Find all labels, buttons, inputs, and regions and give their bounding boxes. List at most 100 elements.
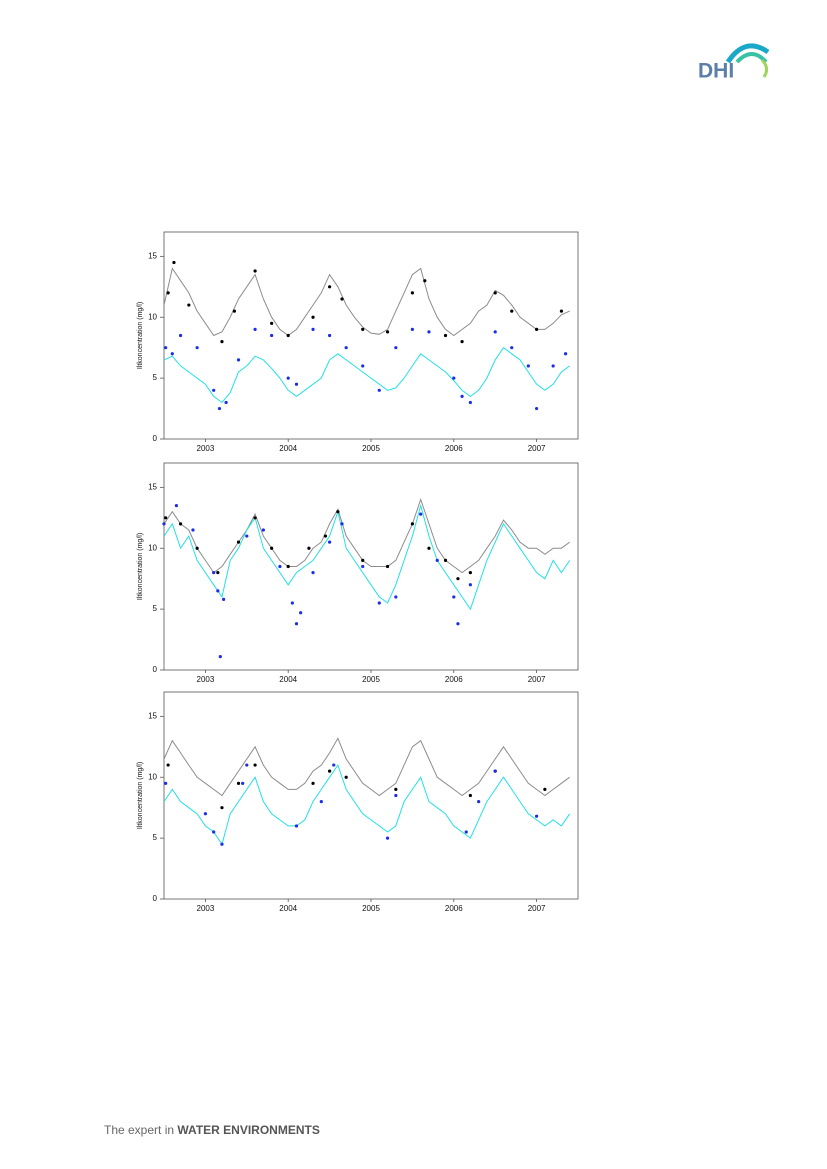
observation-point (328, 769, 332, 773)
x-tick-label: 2006 (445, 904, 463, 913)
observation-point (261, 528, 265, 532)
observation-point (172, 260, 176, 265)
observation-point (493, 291, 497, 295)
observation-point (419, 512, 423, 516)
x-tick-label: 2003 (197, 444, 215, 453)
y-tick-label: 10 (148, 312, 157, 321)
observation-point (410, 291, 414, 295)
observation-point (477, 799, 481, 804)
observation-point (311, 781, 315, 785)
observation-point (460, 339, 464, 344)
observation-point (464, 830, 468, 834)
x-tick-label: 2003 (197, 675, 215, 684)
observation-point (551, 364, 555, 368)
observation-point (218, 655, 222, 659)
observation-point (236, 540, 241, 544)
observation-point (468, 583, 472, 587)
observation-point (493, 330, 497, 334)
observation-point (443, 333, 448, 338)
y-tick-label: 5 (153, 373, 158, 382)
observation-point (394, 346, 398, 350)
observation-point (311, 315, 315, 319)
observation-point (456, 622, 460, 626)
chart: 0 5 10 15 2003 2004 2005 2006 2007 Iltkoncentrati… (137, 691, 579, 913)
observation-point (164, 781, 168, 785)
observation-point (435, 558, 439, 563)
y-tick-label: 5 (153, 604, 158, 613)
x-tick-label: 2003 (197, 904, 215, 913)
observation-point (294, 824, 299, 828)
observation-point (220, 842, 224, 846)
x-tick-label: 2007 (528, 904, 546, 913)
data-line (164, 346, 570, 404)
observation-point (164, 346, 168, 350)
observation-point (319, 799, 323, 804)
chart: 0 5 10 15 2003 2004 2005 2006 2007 Iltkoncentrati… (137, 231, 579, 453)
footer-tagline: The expert in WATER ENVIRONMENTS (104, 1123, 320, 1137)
observation-point (311, 327, 315, 332)
observation-point (452, 595, 456, 599)
observation-point (236, 781, 241, 785)
observation-point (468, 400, 472, 405)
observation-point (232, 309, 236, 313)
observation-point (427, 330, 431, 334)
observation-point (468, 570, 472, 575)
observation-point (253, 763, 257, 767)
observation-point (241, 781, 245, 785)
observation-point (307, 546, 311, 550)
logo-text: DHI (698, 60, 734, 83)
footer-emphasis: WATER ENVIRONMENTS (177, 1123, 319, 1137)
y-axis-label: Iltkoncentration (mg/l) (137, 533, 144, 600)
data-line (164, 763, 571, 846)
observation-point (216, 589, 220, 593)
observation-point (294, 382, 299, 386)
observation-point (526, 364, 530, 368)
observation-point (195, 546, 199, 550)
observation-point (328, 285, 332, 289)
observation-point (535, 327, 539, 332)
x-tick-label: 2004 (279, 444, 297, 453)
observation-point (290, 601, 294, 605)
observation-point (174, 504, 179, 508)
observation-point (460, 394, 464, 398)
observation-point (361, 558, 365, 563)
observation-point (286, 333, 290, 338)
x-tick-label: 2005 (362, 675, 380, 684)
observation-point (178, 522, 183, 526)
observation-point (286, 376, 290, 380)
observation-point (563, 352, 568, 356)
logo: DHI (698, 43, 770, 83)
y-tick-label: 0 (153, 665, 158, 674)
observation-point (222, 597, 226, 601)
observation-point (423, 279, 427, 283)
observation-point (294, 622, 299, 626)
y-tick-label: 15 (148, 251, 157, 260)
y-axis-label: Iltkoncentration (mg/l) (137, 302, 144, 369)
observation-point (203, 812, 207, 816)
observation-point (236, 358, 241, 362)
observation-point (245, 763, 249, 767)
observation-point (166, 763, 170, 767)
observation-point (385, 564, 390, 569)
data-line (164, 503, 571, 611)
x-tick-label: 2004 (279, 904, 297, 913)
observation-point (164, 516, 168, 520)
observation-point (410, 327, 414, 332)
x-tick-label: 2007 (528, 444, 546, 453)
x-tick-label: 2004 (279, 675, 297, 684)
observation-point (543, 787, 547, 792)
observation-point (323, 534, 328, 538)
observation-point (361, 327, 365, 332)
observation-point (162, 522, 166, 526)
observation-point (535, 814, 539, 818)
observation-point (535, 406, 539, 411)
observation-point (336, 510, 340, 514)
observation-point (286, 564, 290, 569)
observation-point (332, 763, 336, 767)
observation-point (559, 309, 564, 313)
observation-point (510, 309, 514, 313)
footer-prefix: The expert in (104, 1123, 174, 1137)
observation-point (394, 793, 398, 798)
observation-point (195, 346, 199, 350)
y-tick-label: 15 (148, 711, 157, 720)
